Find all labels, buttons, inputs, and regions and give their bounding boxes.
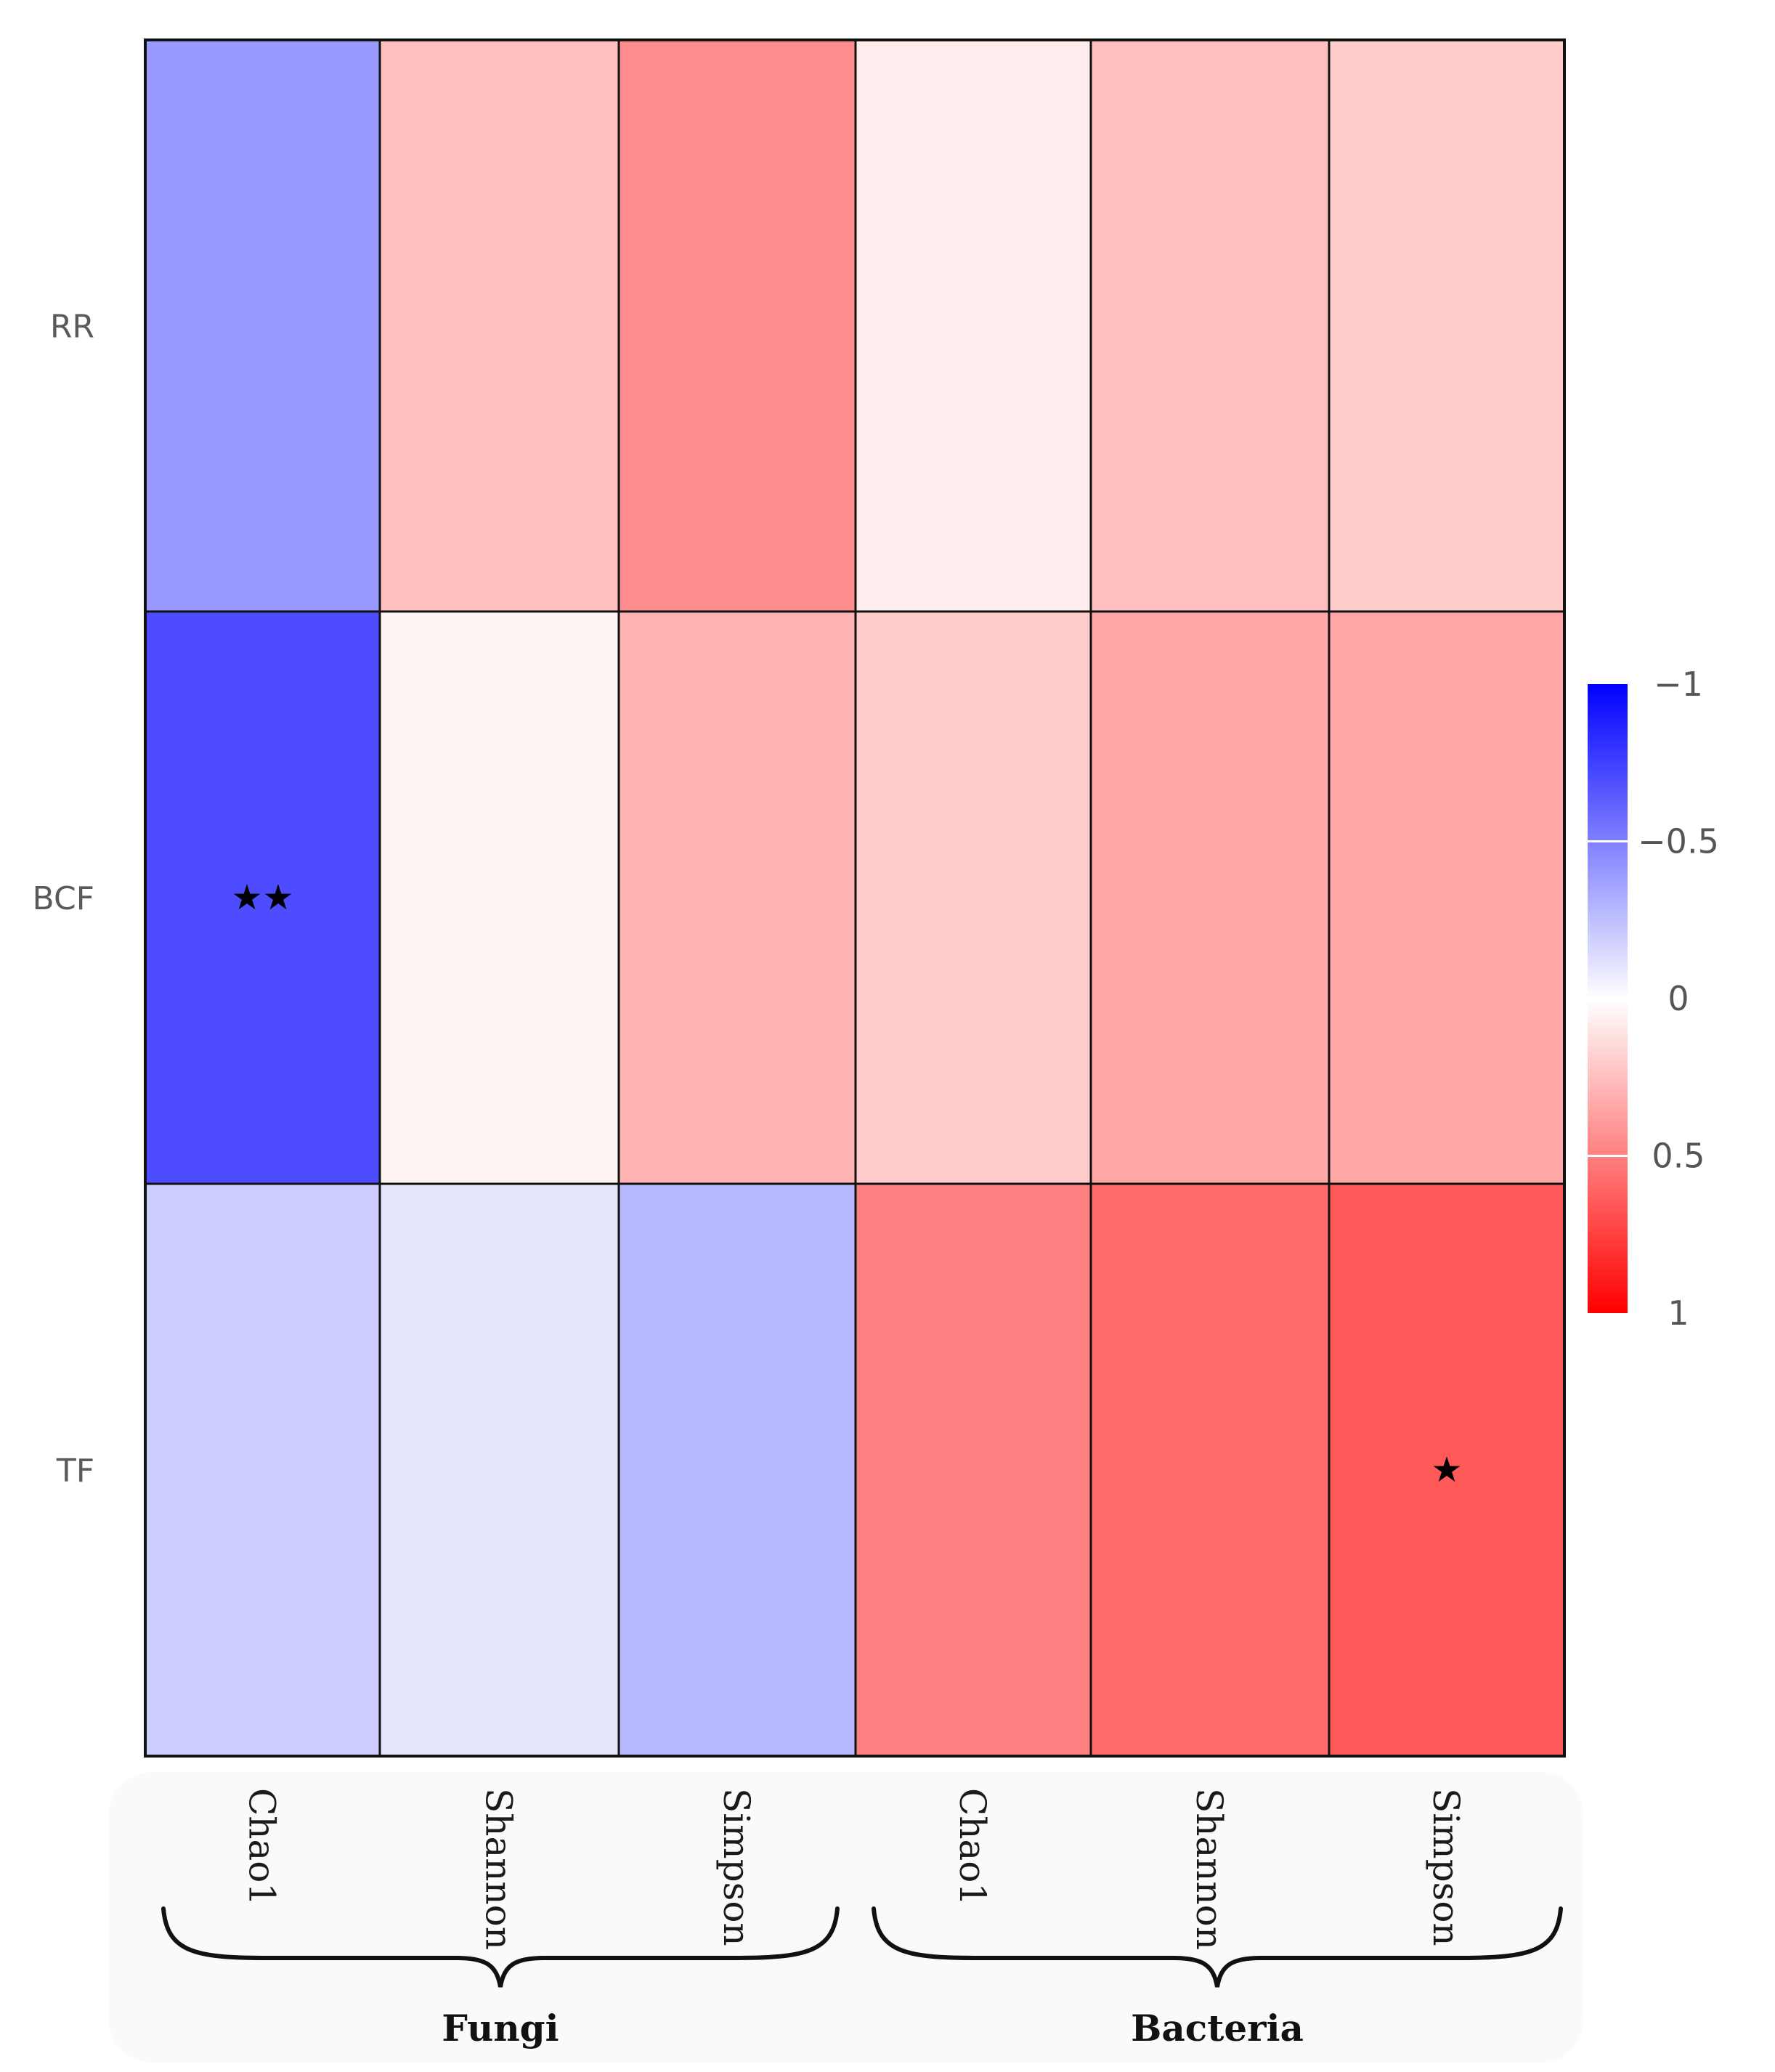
group-brackets: Fungi Bacteria: [161, 1906, 1563, 2049]
group-brace-bacteria: [872, 1906, 1563, 1988]
heatmap-cells: [144, 38, 1566, 1758]
heatmap-cell-rr-0: [144, 38, 381, 613]
heatmap-cell-tf-4: [1089, 1182, 1331, 1758]
column-label-shannon: Shannon: [1188, 1788, 1230, 1950]
significance-star: ★: [1431, 1450, 1462, 1490]
heatmap-cell-rr-4: [1089, 38, 1331, 613]
heatmap-cell-bcf-0: [144, 610, 381, 1185]
column-label-simpson: Simpson: [715, 1788, 757, 1946]
column-label-simpson: Simpson: [1425, 1788, 1467, 1946]
heatmap-cell-rr-5: [1328, 38, 1566, 613]
group-brace-fungi: [161, 1906, 840, 1988]
significance-markers: ★★★: [231, 877, 1462, 1490]
heatmap-cell-rr-2: [617, 38, 857, 613]
heatmap-cell-rr-1: [378, 38, 620, 613]
colorbar-tick-label: 0.5: [1652, 1137, 1705, 1176]
heatmap-cell-rr-3: [854, 38, 1092, 613]
colorbar-tick-label: −0.5: [1638, 822, 1719, 861]
heatmap-cell-tf-1: [378, 1182, 620, 1758]
heatmap-frame: [144, 38, 1566, 1758]
column-labels: Chao1 Shannon Simpson Chao1 Shannon Simpson: [241, 1788, 1468, 1950]
row-label-rr: RR: [50, 309, 94, 346]
group-label-bacteria: Bacteria: [1131, 2007, 1304, 2049]
column-label-shannon: Shannon: [478, 1788, 520, 1950]
heatmap-cell-tf-5: [1328, 1182, 1566, 1758]
heatmap-cell-bcf-3: [854, 610, 1092, 1185]
color-legend: −1 −0.5 0 0.5 1: [1588, 665, 1719, 1333]
column-label-chao1: Chao1: [241, 1788, 283, 1906]
heatmap-cell-bcf-1: [378, 610, 620, 1185]
bracket-background: [109, 1772, 1583, 2063]
bracket-panel: [109, 1772, 1583, 2063]
group-label-fungi: Fungi: [442, 2007, 559, 2049]
colorbar-tick-label: 1: [1668, 1293, 1689, 1333]
row-label-bcf: BCF: [33, 880, 94, 917]
row-labels: RR BCF TF: [33, 309, 94, 1490]
colorbar-tick-label: 0: [1668, 979, 1689, 1018]
column-label-chao1: Chao1: [951, 1788, 994, 1906]
heatmap-cell-tf-3: [854, 1182, 1092, 1758]
heatmap-cell-bcf-4: [1089, 610, 1331, 1185]
row-label-tf: TF: [56, 1453, 94, 1490]
heatmap-cell-bcf-2: [617, 610, 857, 1185]
heatmap-cell-bcf-5: [1328, 610, 1566, 1185]
heatmap-cell-tf-2: [617, 1182, 857, 1758]
heatmap-cell-tf-0: [144, 1182, 381, 1758]
significance-star: ★★: [231, 877, 293, 918]
colorbar-tick-label: −1: [1654, 665, 1703, 704]
